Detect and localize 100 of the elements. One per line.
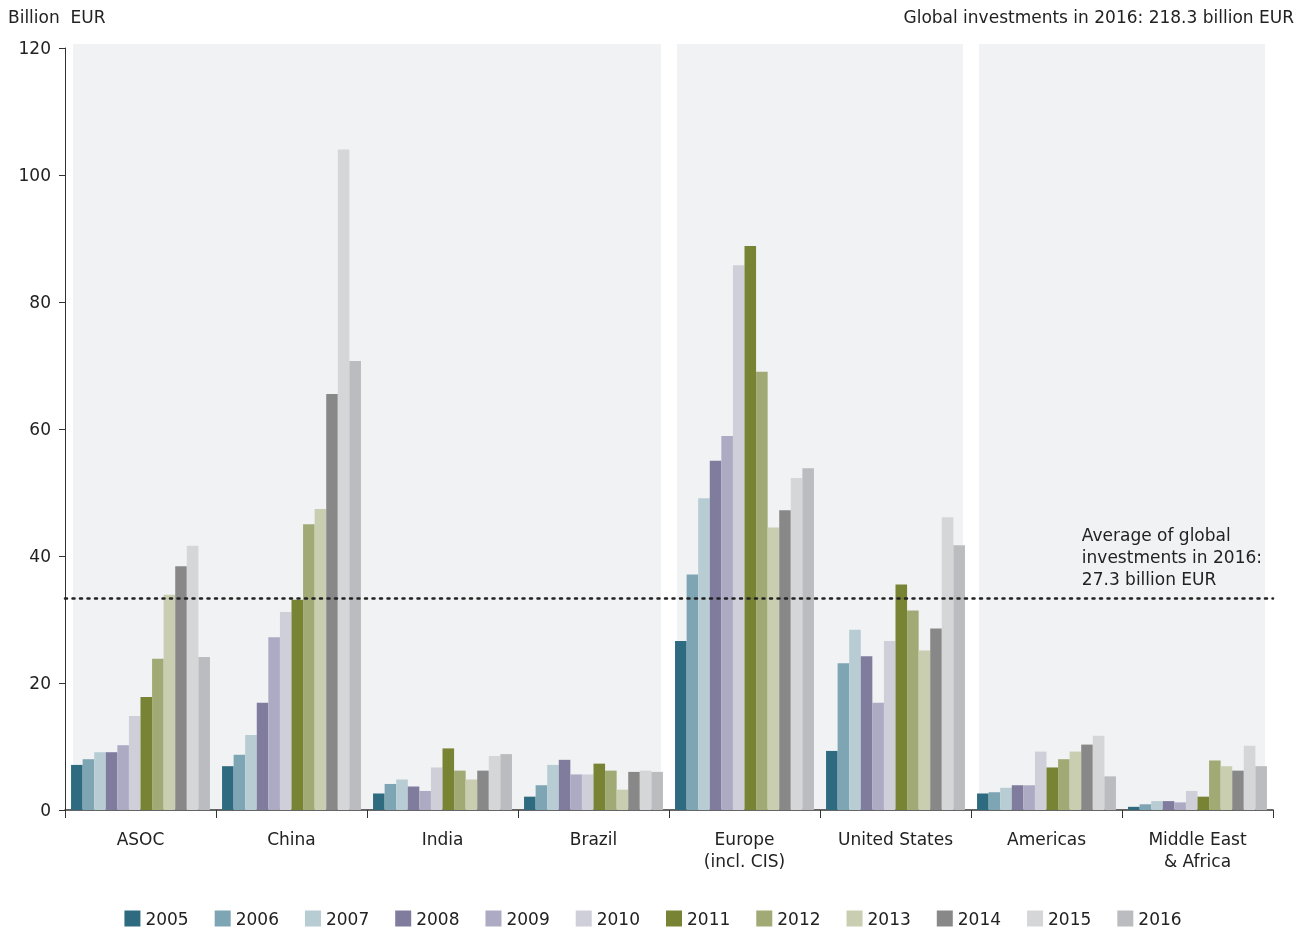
bar [895, 584, 908, 810]
bar [373, 793, 385, 810]
legend-label: 2007 [325, 908, 370, 929]
bar [930, 628, 942, 810]
bar [279, 611, 292, 810]
x-tick-label: India [421, 829, 464, 849]
bar [1092, 735, 1105, 810]
bar [767, 527, 780, 810]
bar [268, 637, 280, 810]
bar [605, 770, 617, 810]
bar [337, 149, 350, 810]
y-tick-label: 100 [18, 165, 51, 185]
bar [314, 509, 327, 810]
x-tick-label: Middle East & Africa [1148, 829, 1247, 871]
bar [1185, 790, 1198, 810]
bar [1046, 767, 1059, 810]
bar [1162, 801, 1175, 810]
bar [744, 246, 757, 810]
bar [709, 460, 722, 810]
legend-label: 2012 [777, 908, 821, 929]
bar [140, 696, 153, 810]
bar [593, 763, 606, 810]
bar [233, 754, 246, 810]
bar [547, 764, 559, 810]
x-tick-label: United States [837, 829, 954, 849]
legend-label: 2010 [596, 908, 640, 929]
bar [1011, 785, 1024, 810]
bar [686, 574, 699, 810]
bar [524, 796, 536, 810]
bar [790, 477, 803, 810]
bar [837, 663, 850, 810]
legend-label: 2013 [867, 908, 911, 929]
bar [941, 517, 954, 810]
annotation: Average of global investments in 2016: 27.3 billion EUR [1081, 524, 1262, 589]
bar [117, 745, 129, 810]
bar [756, 371, 768, 810]
bar [849, 629, 861, 810]
bar [628, 771, 640, 810]
bar [651, 771, 663, 810]
bar [175, 566, 187, 810]
bar [94, 752, 106, 810]
bar [1000, 787, 1012, 810]
bar [1081, 744, 1093, 810]
legend-label: 2006 [235, 908, 279, 929]
legend-label: 2014 [957, 908, 1002, 929]
bar [163, 594, 176, 810]
y-tick-label: 120 [18, 38, 51, 58]
bar [465, 779, 478, 810]
bar [1058, 759, 1070, 810]
bar [918, 650, 931, 810]
bar [1034, 751, 1047, 810]
legend-label: 2005 [145, 908, 189, 929]
bar [558, 759, 571, 810]
text: Global investments in 2016: 218.3 billion EUR [903, 6, 1295, 27]
x-tick-label: Brazil [569, 829, 618, 849]
bar [977, 793, 989, 810]
bar [477, 770, 489, 810]
bar [407, 786, 420, 810]
bar [826, 750, 838, 810]
x-tick-label: Americas [1007, 829, 1087, 849]
bar [1128, 806, 1140, 810]
bar [1151, 801, 1163, 810]
bar [1104, 776, 1116, 810]
bar [442, 748, 455, 810]
bar [779, 510, 791, 810]
bar [396, 779, 408, 810]
bar [326, 394, 338, 810]
y-tick-label: 80 [29, 292, 51, 312]
legend-label: 2008 [416, 908, 460, 929]
bar [570, 774, 582, 810]
bar [872, 702, 884, 810]
y-tick-label: 60 [29, 419, 51, 439]
bar [488, 756, 501, 810]
x-tick-label: Europe (incl. CIS) [703, 829, 786, 871]
bar [1197, 796, 1210, 810]
bar [732, 265, 745, 810]
bar [616, 789, 629, 810]
bar [256, 702, 269, 810]
bar [907, 610, 919, 810]
bar [349, 361, 361, 810]
bar [721, 435, 733, 810]
legend-label: 2015 [1048, 908, 1092, 929]
bar [675, 641, 687, 810]
bar [1209, 760, 1221, 810]
bar [1243, 745, 1256, 810]
bar [384, 783, 397, 810]
legend-label: 2009 [506, 908, 550, 929]
bar [105, 752, 118, 810]
bar [82, 759, 95, 810]
bar [1023, 785, 1035, 810]
bar [883, 641, 896, 810]
bar [860, 656, 873, 810]
y-tick-label: 20 [29, 673, 51, 693]
bar [303, 524, 315, 810]
bar [802, 468, 814, 810]
y-tick-label: 0 [40, 800, 51, 820]
bar [1069, 751, 1082, 810]
bar [698, 498, 710, 810]
bar [988, 792, 1001, 810]
bar [152, 658, 164, 810]
